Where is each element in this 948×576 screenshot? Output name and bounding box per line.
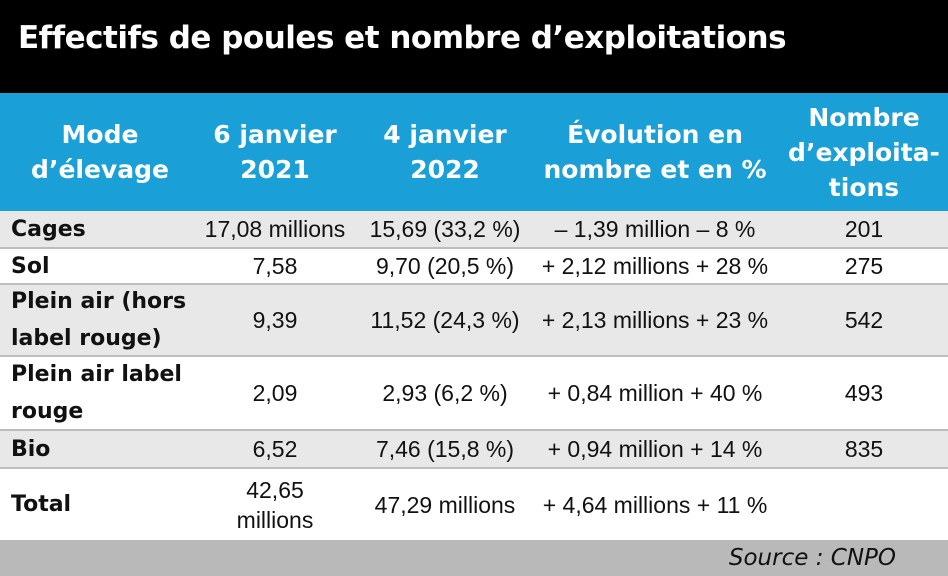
cell-2021: 2,09: [252, 380, 298, 406]
table-row-sol: Sol 7,58 9,70 (20,5 %) + 2,12 millions +…: [0, 249, 948, 283]
table-row-total: Total 42,65 millions 47,29 millions + 4,…: [0, 469, 948, 540]
cell-evolution: – 1,39 million – 8 %: [554, 216, 756, 242]
cell-2021: 6,52: [252, 436, 298, 462]
cell-2021: 7,58: [252, 253, 298, 279]
cell-2022: 15,69 (33,2 %): [369, 216, 521, 242]
cell-exploitations: 542: [844, 307, 884, 333]
cell-2022: 7,46 (15,8 %): [375, 436, 515, 462]
column-header-evolution: Évolution en nombre et en %: [543, 120, 767, 184]
source-note: Source : CNPO: [0, 540, 948, 576]
row-divider: [0, 355, 948, 357]
row-label: Sol: [11, 253, 50, 279]
cell-2021: 42,65 millions: [236, 476, 314, 533]
row-divider: [0, 283, 948, 285]
header-row: Mode d’élevage 6 janvier 2021 4 janvier …: [0, 93, 948, 211]
row-label: Cages: [11, 216, 86, 242]
cell-evolution: + 0,94 million + 14 %: [547, 436, 763, 462]
cell-exploitations: 201: [844, 216, 884, 242]
row-label: Plein air label rouge: [11, 362, 182, 424]
row-divider: [0, 467, 948, 469]
column-header-2022: 4 janvier 2022: [383, 120, 507, 184]
table-title: Effectifs de poules et nombre d’exploita…: [0, 0, 948, 93]
cell-2022: 9,70 (20,5 %): [375, 253, 515, 279]
cell-evolution: + 0,84 million + 40 %: [547, 380, 763, 406]
cell-evolution: + 4,64 millions + 11 %: [542, 491, 768, 518]
row-label: Bio: [11, 436, 51, 462]
table-row-bio: Bio 6,52 7,46 (15,8 %) + 0,94 million + …: [0, 431, 948, 467]
cell-exploitations: 493: [844, 380, 884, 406]
row-divider: [0, 429, 948, 431]
table-row-cages: Cages 17,08 millions 15,69 (33,2 %) – 1,…: [0, 211, 948, 247]
cell-2022: 47,29 millions: [374, 491, 516, 518]
cell-exploitations: 835: [844, 436, 884, 462]
cell-2021: 17,08 millions: [204, 216, 346, 242]
table-row-plein-air-hors-label: Plein air (hors label rouge) 9,39 11,52 …: [0, 285, 948, 355]
cell-evolution: + 2,12 millions + 28 %: [541, 253, 769, 279]
cell-exploitations: 275: [844, 253, 884, 279]
column-header-2021: 6 janvier 2021: [213, 120, 337, 184]
table-row-plein-air-label-rouge: Plein air label rouge 2,09 2,93 (6,2 %) …: [0, 357, 948, 429]
cell-evolution: + 2,13 millions + 23 %: [541, 307, 769, 333]
row-divider: [0, 247, 948, 249]
cell-2022: 11,52 (24,3 %): [370, 307, 520, 333]
cell-2021: 9,39: [252, 307, 298, 333]
row-label: Total: [11, 492, 72, 517]
cell-2022: 2,93 (6,2 %): [382, 380, 508, 406]
cell-exploitations: [780, 469, 948, 540]
column-header-mode: Mode d’élevage: [31, 120, 169, 184]
row-label: Plein air (hors label rouge): [11, 289, 187, 351]
column-header-exploitations: Nombre d’exploita- tions: [788, 102, 940, 202]
